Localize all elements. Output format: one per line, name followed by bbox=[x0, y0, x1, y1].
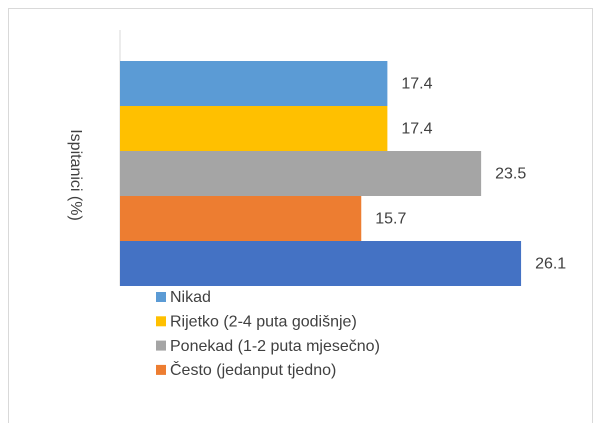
chart-frame bbox=[8, 8, 593, 423]
bar bbox=[120, 151, 482, 196]
bar bbox=[120, 61, 388, 106]
legend-label: Često (jedanput tjedno) bbox=[170, 360, 336, 379]
legend-label: Nikad bbox=[170, 289, 211, 306]
y-axis-label: Ispitanici (%) bbox=[67, 129, 84, 221]
bar bbox=[120, 196, 362, 241]
value-label: 23.5 bbox=[495, 166, 526, 183]
legend-label: Ponekad (1-2 puta mjesečno) bbox=[170, 338, 380, 355]
value-label: 26.1 bbox=[535, 256, 566, 273]
bar bbox=[120, 106, 388, 151]
legend-swatch bbox=[156, 292, 166, 302]
legend-swatch bbox=[156, 340, 166, 351]
value-label: 15.7 bbox=[375, 211, 406, 228]
value-label: 17.4 bbox=[401, 121, 432, 138]
value-label: 17.4 bbox=[401, 76, 432, 93]
bar bbox=[120, 241, 522, 286]
legend-swatch bbox=[156, 316, 166, 327]
legend-label: Rijetko (2-4 puta godišnje) bbox=[170, 314, 357, 331]
legend-swatch bbox=[156, 364, 166, 375]
